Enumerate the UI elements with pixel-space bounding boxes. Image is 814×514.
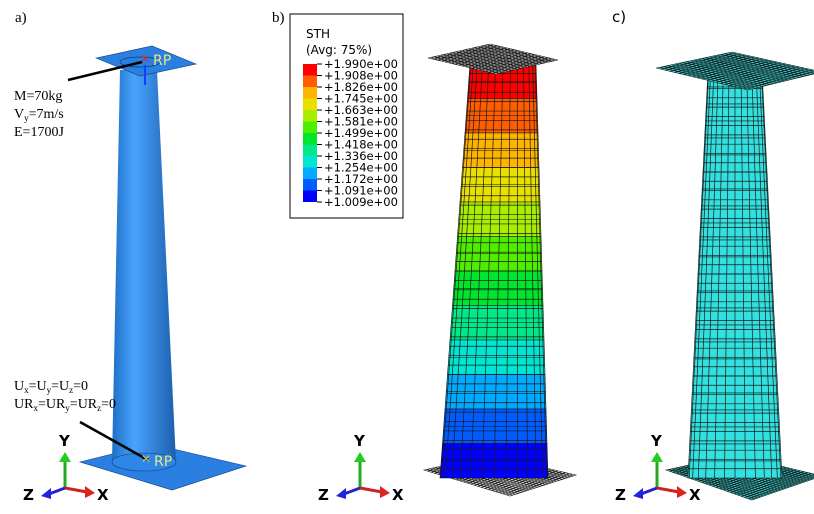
panel-label: a): [15, 10, 27, 26]
arrow: [336, 488, 346, 499]
model-c: [656, 52, 814, 500]
legend-swatch: [303, 168, 317, 180]
legend-swatch: [303, 179, 317, 191]
svg-text:✕: ✕: [140, 52, 150, 66]
legend-swatch: [303, 99, 317, 111]
text-segment: M=70kg: [14, 89, 62, 104]
legend-swatch: [303, 122, 317, 134]
annotation-line: Vy=7m/s: [14, 107, 64, 123]
arrow: [677, 486, 687, 498]
text-segment: =0: [101, 397, 116, 412]
axis-label: X: [689, 486, 701, 504]
axis-label: Y: [650, 432, 663, 450]
axis-label: X: [392, 486, 404, 504]
legend-swatch: [303, 156, 317, 168]
model-a: ✕ ✕: [68, 46, 246, 490]
text-segment: =7m/s: [29, 107, 64, 122]
arrow: [633, 488, 643, 499]
axis-z: [641, 488, 657, 494]
legend-swatch: [303, 191, 317, 203]
text-segment: UR: [14, 397, 34, 412]
text-segment: =U: [29, 379, 47, 394]
text-segment: =UR: [70, 397, 98, 412]
axis-label: Y: [353, 432, 366, 450]
axis-z: [344, 488, 360, 494]
axis-x: [65, 488, 87, 492]
arrow: [380, 486, 390, 498]
model-b: [424, 44, 576, 496]
annotation-line: E=1700J: [14, 125, 64, 140]
panel-label: c): [612, 8, 626, 26]
annotation-line: URx=URy=URz=0: [14, 397, 116, 413]
legend-subtitle: (Avg: 75%): [306, 43, 372, 57]
arrow: [85, 486, 95, 498]
arrow: [354, 452, 366, 462]
axis-label: X: [97, 486, 109, 504]
axis-x: [657, 488, 679, 492]
arrow: [41, 488, 51, 499]
annotation-line: M=70kg: [14, 89, 62, 104]
legend-swatch: [303, 145, 317, 157]
legend-label: +1.009e+00: [324, 195, 398, 209]
arrow: [651, 452, 663, 462]
legend-swatch: [303, 64, 317, 76]
legend-swatch: [303, 110, 317, 122]
legend-swatch: [303, 87, 317, 99]
bc-annotation: Ux=Uy=Uz=0 URx=URy=URz=0: [14, 379, 116, 413]
axis-z: [49, 488, 65, 494]
axis-x: [360, 488, 382, 492]
legend-title: STH: [306, 27, 330, 41]
text-segment: V: [14, 107, 24, 122]
axis-label: Z: [23, 486, 34, 504]
axis-label: Z: [318, 486, 329, 504]
annotation-line: Ux=Uy=Uz=0: [14, 379, 88, 395]
text-segment: =UR: [38, 397, 66, 412]
legend-swatch: [303, 133, 317, 145]
text-segment: =0: [73, 379, 88, 394]
rp-label: RP: [154, 454, 172, 470]
legend-swatch: [303, 76, 317, 88]
text-segment: =U: [51, 379, 69, 394]
axis-label: Z: [615, 486, 626, 504]
text-segment: E=1700J: [14, 125, 64, 140]
panel-label: b): [272, 10, 285, 26]
text-segment: U: [14, 379, 24, 394]
arrow: [59, 452, 71, 462]
svg-text:✕: ✕: [141, 452, 151, 466]
load-annotation: M=70kg Vy=7m/s E=1700J: [14, 89, 64, 140]
axis-label: Y: [58, 432, 71, 450]
rp-label: RP: [153, 53, 171, 69]
figure: a) b) c) ✕ ✕ RP RP M=70kgVy=7m/sE=1700J …: [0, 0, 814, 514]
